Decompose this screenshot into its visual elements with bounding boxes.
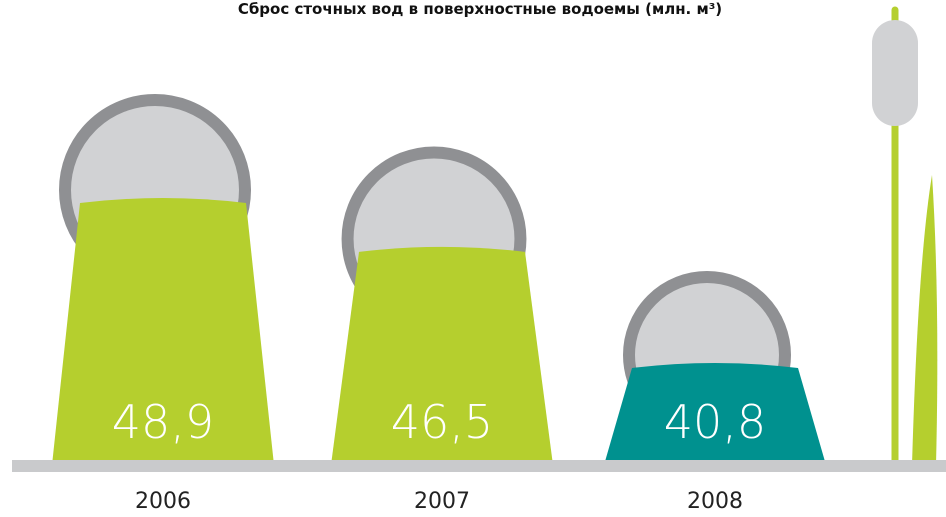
bars [52, 94, 826, 465]
chart-title: Сброс сточных вод в поверхностные водоем… [238, 0, 722, 18]
bar [52, 198, 274, 465]
reed-decoration [872, 6, 938, 469]
value-label: 48,9 [112, 395, 214, 449]
labels: 48,9 2006 46,5 2007 40,8 2008 [112, 395, 766, 514]
x-tick-label: 2007 [414, 489, 470, 514]
reed-leaf [912, 175, 938, 465]
x-tick-label: 2006 [135, 489, 191, 514]
value-label: 40,8 [664, 395, 766, 449]
ground-strip [12, 460, 946, 472]
value-label: 46,5 [391, 395, 493, 449]
reed-head [872, 20, 918, 126]
bar [604, 363, 826, 465]
bar [331, 246, 553, 465]
x-tick-label: 2008 [687, 489, 743, 514]
